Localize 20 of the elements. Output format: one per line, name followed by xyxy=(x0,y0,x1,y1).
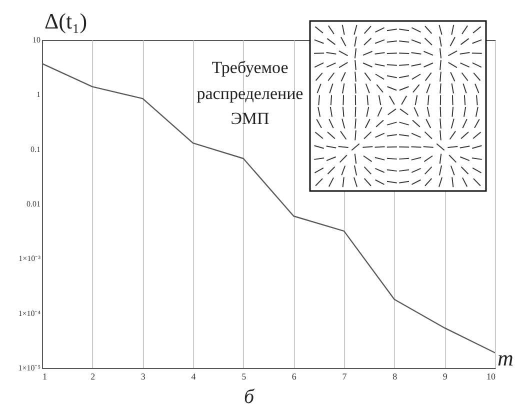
y-tick-label: 1×10⁻³ xyxy=(18,254,42,264)
x-tick-label: 10 xyxy=(486,372,496,382)
y-tick-label: 10 xyxy=(32,36,40,44)
x-tick-label: 2 xyxy=(90,372,96,382)
y-tick-label: 1×10⁻⁴ xyxy=(18,308,41,318)
annotation: Требуемое распределение ЭМП xyxy=(196,57,304,130)
x-tick-label: 8 xyxy=(392,372,398,382)
x-tick-label: 3 xyxy=(140,372,146,382)
x-tick-label: 9 xyxy=(442,372,448,382)
y-tick-label: 1 xyxy=(36,90,40,100)
x-tick-label: 4 xyxy=(191,372,196,382)
y-tick-label: 0.01 xyxy=(26,200,40,208)
y-tick-label: 1×10⁻⁵ xyxy=(18,364,41,372)
text: б xyxy=(242,385,256,410)
x-tick-label: 5 xyxy=(242,372,247,382)
y-tick-label: 0.1 xyxy=(30,144,40,154)
x-tick-label: 6 xyxy=(292,372,297,382)
x-tick-label: 7 xyxy=(342,372,348,382)
y-axis-title: Δ(t₁) xyxy=(44,8,88,34)
x-axis-title: m xyxy=(498,346,514,370)
